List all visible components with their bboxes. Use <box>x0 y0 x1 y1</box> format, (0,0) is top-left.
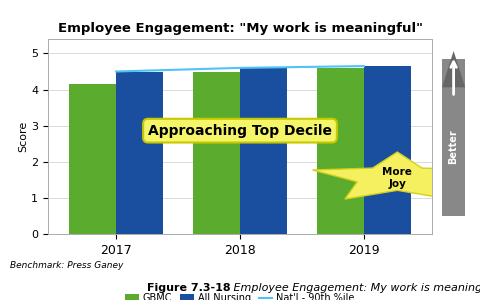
Title: Employee Engagement: "My work is meaningful": Employee Engagement: "My work is meaning… <box>58 22 422 35</box>
Bar <box>193 71 240 234</box>
Bar <box>240 68 287 234</box>
Bar <box>69 84 116 234</box>
FancyBboxPatch shape <box>442 59 465 216</box>
Bar <box>317 68 364 234</box>
Text: Better: Better <box>449 129 458 164</box>
Legend: GBMC, All Nursing, Nat'l - 90th %ile: GBMC, All Nursing, Nat'l - 90th %ile <box>125 293 355 300</box>
Text: Benchmark: Press Ganey: Benchmark: Press Ganey <box>10 261 123 270</box>
Polygon shape <box>312 152 480 199</box>
Y-axis label: Score: Score <box>18 121 28 152</box>
Bar <box>116 71 163 234</box>
Polygon shape <box>442 51 465 87</box>
Text: Employee Engagement: My work is meaningful: Employee Engagement: My work is meaningf… <box>230 283 480 293</box>
Text: Figure 7.3-18: Figure 7.3-18 <box>147 283 230 293</box>
Text: More
Joy: More Joy <box>383 167 412 189</box>
Bar <box>364 66 411 234</box>
Text: Approaching Top Decile: Approaching Top Decile <box>148 124 332 138</box>
